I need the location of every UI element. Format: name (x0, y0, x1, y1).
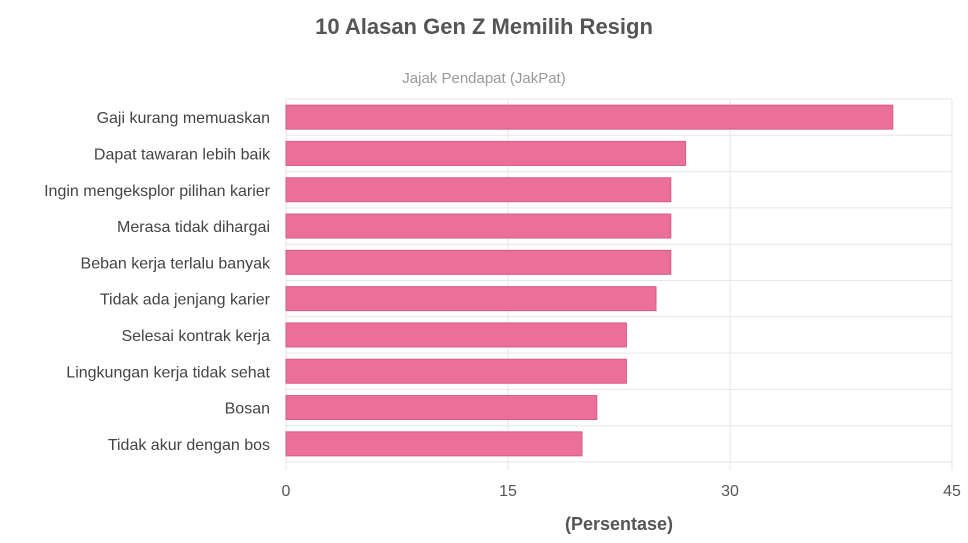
bar-layer (285, 104, 894, 457)
bar (285, 213, 672, 239)
category-labels: Gaji kurang memuaskan Dapat tawaran lebih… (44, 110, 271, 454)
category-label: Tidak ada jenjang karier (100, 292, 271, 309)
chart-subtitle: Jajak Pendapat (JakPat) (402, 70, 566, 87)
x-tick-label: 15 (499, 483, 517, 500)
x-axis-title: (Persentase) (565, 514, 673, 534)
bar (285, 286, 657, 312)
category-label: Beban kerja terlalu banyak (81, 255, 271, 272)
x-tick-label: 45 (943, 483, 961, 500)
category-label: Merasa tidak dihargai (117, 219, 270, 236)
bar (285, 249, 672, 275)
bar (285, 104, 894, 130)
x-tick-label: 0 (282, 483, 291, 500)
category-label: Gaji kurang memuaskan (97, 110, 270, 127)
category-label: Bosan (225, 401, 270, 418)
bar (285, 395, 598, 421)
category-label: Tidak akur dengan bos (108, 437, 270, 454)
bar (285, 431, 583, 457)
category-label: Selesai kontrak kerja (121, 328, 270, 345)
category-label: Lingkungan kerja tidak sehat (66, 364, 270, 381)
bar (285, 322, 627, 348)
bar (285, 358, 627, 384)
category-label: Dapat tawaran lebih baik (94, 146, 271, 163)
x-axis-ticks: 0 15 30 45 (282, 483, 961, 500)
x-tick-label: 30 (721, 483, 739, 500)
bar (285, 177, 672, 203)
category-label: Ingin mengeksplor pilihan karier (44, 183, 271, 200)
bar (285, 140, 687, 166)
chart-title: 10 Alasan Gen Z Memilih Resign (315, 14, 653, 39)
